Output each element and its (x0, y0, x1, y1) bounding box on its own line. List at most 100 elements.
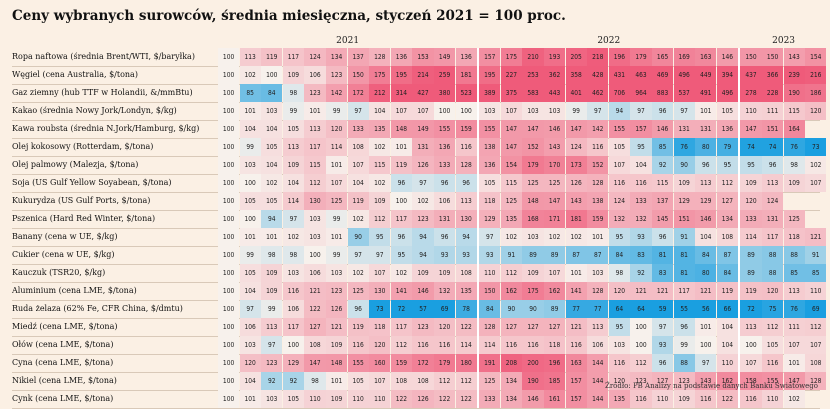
heatmap-cell: 103 (522, 228, 544, 246)
heatmap-cell: 102 (805, 156, 827, 174)
heatmap-cell: 109 (783, 174, 805, 192)
heatmap-cell: 100 (218, 246, 240, 264)
heatmap-cell: 180 (455, 354, 477, 372)
heatmap-cell: 148 (522, 192, 544, 210)
heatmap-cell: 76 (783, 300, 805, 318)
heatmap-cell: 76 (783, 138, 805, 156)
heatmap-cell: 375 (500, 84, 522, 102)
heatmap-cell: 100 (239, 210, 261, 228)
heatmap-cell: 112 (369, 210, 391, 228)
heatmap-cell: 100 (218, 336, 240, 354)
heatmap-cell: 157 (479, 48, 501, 66)
heatmap-cell: 100 (434, 102, 456, 120)
heatmap-cell: 437 (740, 66, 762, 84)
heatmap-cell: 107 (369, 372, 391, 390)
heatmap-cell: 185 (544, 372, 566, 390)
heatmap-cell: 114 (740, 228, 762, 246)
heatmap-cell: 97 (695, 354, 717, 372)
heatmap-cell: 105 (261, 192, 283, 210)
heatmap-cell: 97 (412, 174, 434, 192)
heatmap-cell: 108 (304, 336, 326, 354)
heatmap-cell: 108 (390, 372, 412, 390)
row-label: Ruda żelaza (62% Fe, CFR China, $/dmtu) (12, 304, 183, 313)
heatmap-cell: 100 (218, 390, 240, 408)
heatmap-cell: 208 (500, 354, 522, 372)
heatmap-cell: 90 (522, 300, 544, 318)
heatmap-cell: 116 (347, 336, 369, 354)
heatmap-cell: 146 (522, 390, 544, 408)
heatmap-cell: 81 (673, 246, 695, 264)
heatmap-cell: 69 (805, 300, 827, 318)
heatmap-cell: 537 (673, 84, 695, 102)
heatmap-cell: 205 (565, 48, 587, 66)
heatmap-cell: 92 (282, 372, 304, 390)
row-label: Banany (cena w UE, $/kg) (12, 232, 118, 241)
heatmap-cell: 462 (587, 84, 609, 102)
heatmap-cell: 97 (479, 228, 501, 246)
heatmap-cell: 126 (412, 156, 434, 174)
heatmap-cell: 107 (326, 174, 348, 192)
heatmap-cell: 146 (412, 282, 434, 300)
heatmap-cell: 72 (390, 300, 412, 318)
heatmap-cell: 121 (326, 318, 348, 336)
heatmap-cell: 200 (522, 354, 544, 372)
heatmap-cell: 92 (630, 264, 652, 282)
heatmap-cell: 119 (716, 282, 738, 300)
heatmap-cell: 87 (565, 246, 587, 264)
heatmap-cell: 158 (740, 372, 762, 390)
heatmap-cell: 138 (587, 192, 609, 210)
heatmap-cell: 96 (434, 228, 456, 246)
heatmap-cell: 135 (369, 120, 391, 138)
heatmap-cell: 138 (479, 138, 501, 156)
heatmap-cell: 100 (218, 210, 240, 228)
heatmap-cell: 113 (282, 138, 304, 156)
heatmap-cell: 136 (716, 120, 738, 138)
heatmap-cell: 95 (608, 228, 630, 246)
heatmap-cell: 113 (455, 192, 477, 210)
heatmap-cell: 122 (716, 390, 738, 408)
heatmap-cell: 179 (522, 156, 544, 174)
heatmap-cell: 108 (455, 264, 477, 282)
heatmap-cell: 109 (673, 390, 695, 408)
heatmap-cell: 126 (412, 390, 434, 408)
heatmap-cell: 127 (652, 372, 674, 390)
heatmap-cell: 132 (608, 210, 630, 228)
heatmap-cell: 89 (544, 246, 566, 264)
heatmap-cell: 78 (455, 300, 477, 318)
heatmap-cell: 81 (652, 246, 674, 264)
heatmap-cell: 100 (218, 48, 240, 66)
heatmap-cell: 130 (304, 192, 326, 210)
heatmap-cell: 118 (479, 192, 501, 210)
heatmap-cell: 102 (347, 264, 369, 282)
heatmap-cell: 93 (455, 246, 477, 264)
heatmap-cell: 85 (239, 84, 261, 102)
heatmap-cell: 210 (522, 48, 544, 66)
heatmap-cell: 112 (762, 318, 784, 336)
heatmap-cell: 113 (304, 120, 326, 138)
heatmap-cell: 106 (587, 336, 609, 354)
heatmap-cell: 97 (261, 336, 283, 354)
heatmap-cell: 109 (673, 174, 695, 192)
heatmap-cell: 109 (412, 264, 434, 282)
heatmap-cell: 123 (630, 372, 652, 390)
heatmap-cell: 144 (587, 372, 609, 390)
heatmap-cell: 145 (652, 210, 674, 228)
heatmap-cell: 193 (544, 48, 566, 66)
heatmap-cell: 95 (716, 156, 738, 174)
heatmap-cell: 190 (522, 372, 544, 390)
heatmap-cell: 96 (652, 354, 674, 372)
heatmap-cell: 99 (326, 210, 348, 228)
row-label: Ołów (cena LME, $/tona) (12, 340, 114, 349)
heatmap-cell: 125 (479, 372, 501, 390)
heatmap-cell: 314 (390, 84, 412, 102)
heatmap-cell: 103 (239, 336, 261, 354)
heatmap-cell: 150 (740, 48, 762, 66)
heatmap-cell: 87 (716, 246, 738, 264)
heatmap-cell: 195 (479, 66, 501, 84)
heatmap-cell: 117 (282, 48, 304, 66)
heatmap-cell: 109 (326, 336, 348, 354)
heatmap-cell: 127 (522, 318, 544, 336)
heatmap-cell: 109 (434, 264, 456, 282)
heatmap-cell: 169 (673, 48, 695, 66)
heatmap-cell: 123 (412, 318, 434, 336)
